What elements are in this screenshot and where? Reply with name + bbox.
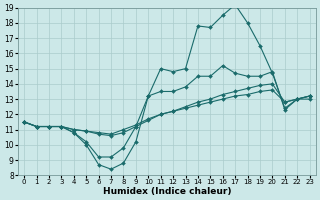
X-axis label: Humidex (Indice chaleur): Humidex (Indice chaleur)	[103, 187, 231, 196]
